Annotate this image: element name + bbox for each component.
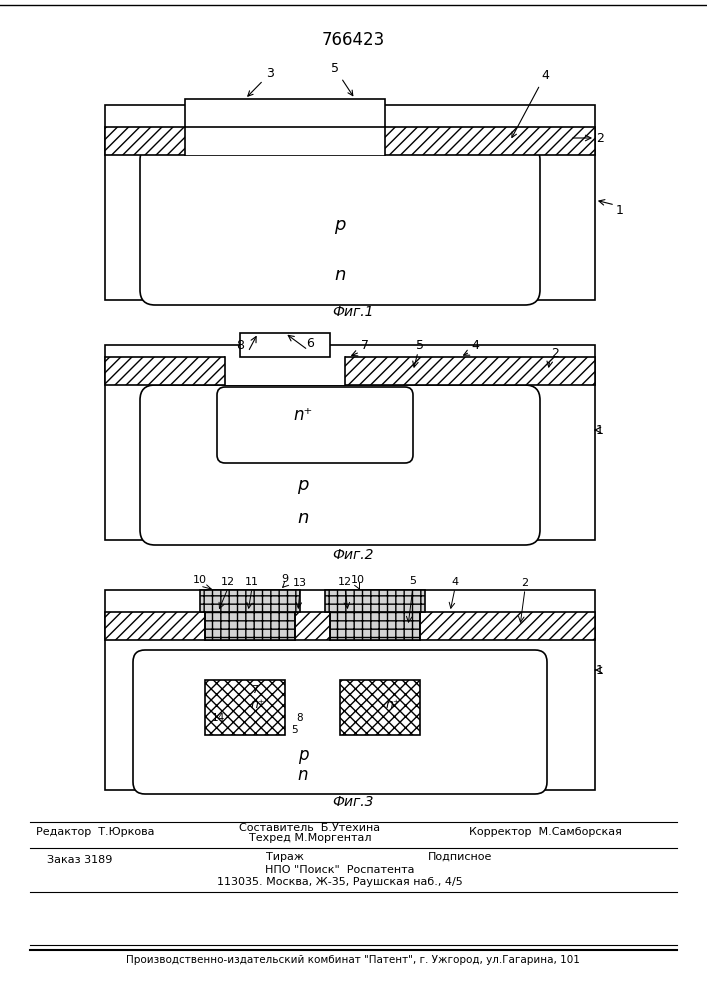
- Text: 1: 1: [616, 204, 624, 217]
- Bar: [325, 590, 425, 612]
- Text: 12: 12: [221, 577, 235, 587]
- Text: 11: 11: [245, 577, 259, 587]
- Bar: [200, 590, 300, 612]
- Bar: [205, 611, 295, 640]
- Text: 2: 2: [596, 131, 604, 144]
- Text: p: p: [298, 476, 309, 494]
- Text: 9: 9: [281, 574, 288, 584]
- Text: 5: 5: [331, 62, 353, 96]
- Text: 8: 8: [236, 339, 244, 352]
- Text: p: p: [334, 216, 346, 234]
- Bar: [205, 680, 285, 735]
- Bar: [185, 99, 385, 127]
- Text: Фиг.3: Фиг.3: [332, 795, 374, 809]
- Text: 2: 2: [551, 347, 559, 360]
- Bar: [105, 357, 595, 385]
- Text: 3: 3: [248, 67, 274, 96]
- Text: Фиг.1: Фиг.1: [332, 305, 374, 319]
- Text: 766423: 766423: [322, 31, 385, 49]
- Text: 1: 1: [596, 424, 604, 436]
- FancyBboxPatch shape: [140, 385, 540, 545]
- Text: Редактор  Т.Юркова: Редактор Т.Юркова: [36, 827, 154, 837]
- Text: n⁺: n⁺: [293, 406, 312, 424]
- Text: Составитель  Б.Утехина: Составитель Б.Утехина: [240, 823, 380, 833]
- Text: n: n: [298, 509, 309, 527]
- Text: Производственно-издательский комбинат "Патент", г. Ужгород, ул.Гагарина, 101: Производственно-издательский комбинат "П…: [126, 955, 580, 965]
- Bar: [240, 333, 330, 357]
- FancyBboxPatch shape: [133, 650, 547, 794]
- Text: 5: 5: [292, 725, 298, 735]
- Text: Фиг.2: Фиг.2: [332, 548, 374, 562]
- Text: 1: 1: [596, 664, 604, 676]
- Text: 2: 2: [522, 578, 529, 588]
- Text: 5: 5: [416, 339, 424, 352]
- Text: 4: 4: [471, 339, 479, 352]
- Text: Корректор  М.Самборская: Корректор М.Самборская: [469, 827, 621, 837]
- Bar: [185, 126, 385, 155]
- Text: n⁺: n⁺: [251, 698, 265, 712]
- Text: p: p: [298, 746, 308, 764]
- Text: 8: 8: [297, 713, 303, 723]
- Text: 4: 4: [452, 577, 459, 587]
- Text: 7: 7: [361, 339, 369, 352]
- Text: 7: 7: [252, 685, 259, 695]
- Bar: [105, 345, 595, 540]
- Bar: [330, 611, 420, 640]
- Bar: [105, 590, 595, 790]
- Bar: [105, 612, 595, 640]
- Bar: [105, 105, 595, 300]
- Text: 10: 10: [193, 575, 207, 585]
- Text: Техред М.Моргентал: Техред М.Моргентал: [249, 833, 371, 843]
- Text: 5: 5: [409, 576, 416, 586]
- Text: n: n: [298, 766, 308, 784]
- Text: Подписное: Подписное: [428, 852, 492, 862]
- Bar: [340, 680, 420, 735]
- Bar: [330, 612, 420, 640]
- Text: 6: 6: [306, 337, 314, 350]
- Text: 12: 12: [338, 577, 352, 587]
- Text: 14: 14: [211, 713, 225, 723]
- Bar: [205, 612, 295, 640]
- FancyBboxPatch shape: [217, 387, 413, 463]
- Text: n⁺: n⁺: [386, 698, 400, 712]
- Text: НПО "Поиск"  Роспатента: НПО "Поиск" Роспатента: [265, 865, 415, 875]
- Bar: [225, 356, 345, 385]
- Text: 10: 10: [351, 575, 365, 585]
- Text: 13: 13: [293, 578, 307, 588]
- Text: 113035. Москва, Ж-35, Раушская наб., 4/5: 113035. Москва, Ж-35, Раушская наб., 4/5: [217, 877, 463, 887]
- Text: Заказ 3189: Заказ 3189: [47, 855, 112, 865]
- Text: Тираж: Тираж: [266, 852, 304, 862]
- Bar: [105, 127, 595, 155]
- Text: 4: 4: [512, 69, 549, 137]
- Text: n: n: [334, 266, 346, 284]
- FancyBboxPatch shape: [140, 145, 540, 305]
